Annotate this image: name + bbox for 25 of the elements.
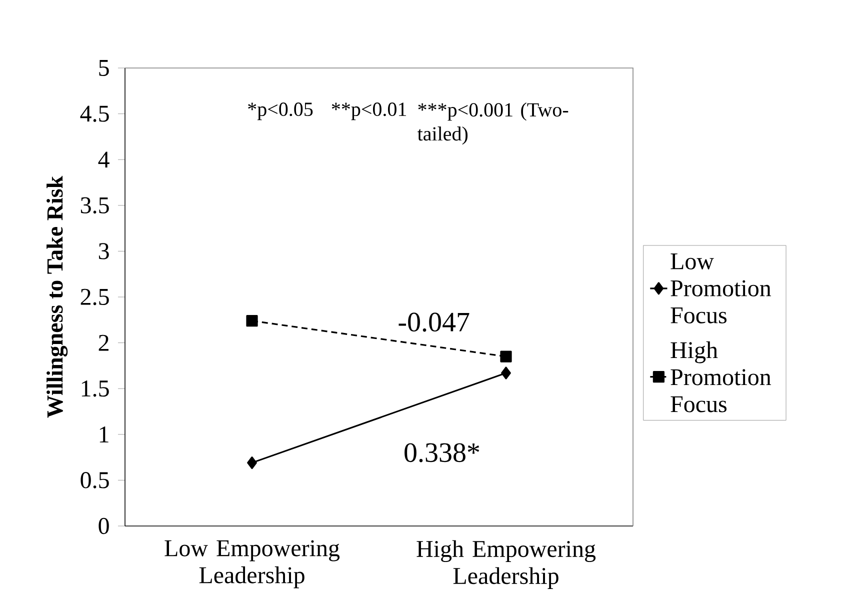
annotation: 0.338* xyxy=(404,443,480,462)
y-tick-label: 2 xyxy=(98,334,108,351)
y-tick-label: 0 xyxy=(98,518,109,534)
y-tick-label: 3.5 xyxy=(80,197,109,214)
annotation: *p<0.05 xyxy=(248,102,313,120)
y-tick-label: 4.5 xyxy=(80,106,109,122)
y-tick-label: 2.5 xyxy=(80,288,109,306)
legend-label: High Promotion Focus xyxy=(670,341,772,412)
legend-label: Low Promotion Focus xyxy=(670,253,772,324)
x-tick-label: Low Empowering Leadership xyxy=(164,540,340,588)
point xyxy=(246,315,258,327)
point xyxy=(501,366,511,380)
annotation: **p<0.01 xyxy=(332,102,406,120)
y-tick-label: 1 xyxy=(100,426,108,442)
y-tick-label: 1.5 xyxy=(82,380,109,397)
y-tick-label: 5 xyxy=(99,60,109,76)
y-tick-label: 0.5 xyxy=(80,472,109,488)
annotation: ***p<0.001 (Two-tailed) xyxy=(417,102,568,145)
annotation: -0.047 xyxy=(398,312,470,332)
point xyxy=(247,456,257,470)
point xyxy=(500,350,512,362)
x-tick-label: High Empowering Leadership xyxy=(416,540,596,589)
y-tick-label: 4 xyxy=(98,152,110,168)
y-tick-label: 3 xyxy=(98,243,109,260)
y-axis-title: Willingness to Take Risk xyxy=(46,176,68,418)
